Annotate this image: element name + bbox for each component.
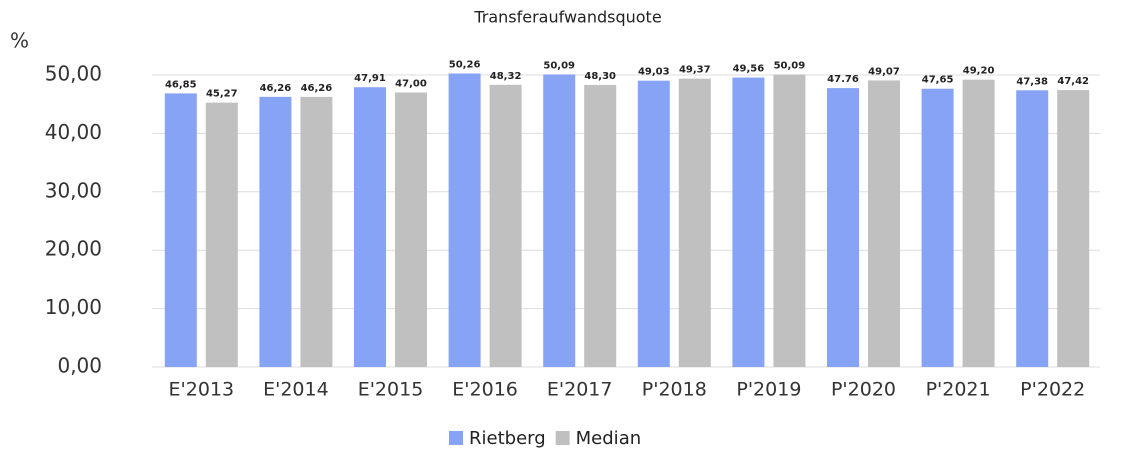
bar xyxy=(543,74,576,368)
bar xyxy=(300,96,333,367)
y-tick-label: 20,00 xyxy=(45,237,102,261)
x-tick-label: E'2014 xyxy=(263,379,329,401)
bar xyxy=(678,78,711,367)
bar xyxy=(962,79,995,367)
value-label: 47,42 xyxy=(1057,76,1089,87)
bar xyxy=(584,84,617,367)
bar xyxy=(1016,90,1049,368)
x-tick-label: E'2013 xyxy=(169,379,235,401)
value-label: 46,26 xyxy=(301,83,333,94)
x-tick-label: P'2021 xyxy=(926,379,991,401)
y-tick-label: 40,00 xyxy=(45,120,102,144)
bar xyxy=(395,92,427,368)
value-label: 49,07 xyxy=(868,66,900,77)
x-tick-label: P'2018 xyxy=(642,379,707,401)
y-tick-label: 0,00 xyxy=(57,354,102,378)
value-label: 47,91 xyxy=(354,73,386,84)
value-label: 50,09 xyxy=(543,60,575,71)
value-label: 47,65 xyxy=(922,75,954,86)
y-tick-label: 30,00 xyxy=(45,178,102,202)
chart-title: Transferaufwandsquote xyxy=(473,8,661,27)
bar xyxy=(868,80,900,367)
y-axis-label: % xyxy=(10,29,29,53)
value-label: 49,56 xyxy=(733,64,765,75)
x-tick-label: E'2016 xyxy=(452,379,518,401)
value-label: 50,09 xyxy=(774,60,806,71)
legend-swatch xyxy=(555,431,570,445)
legend-swatch xyxy=(449,431,463,445)
bar xyxy=(827,88,859,367)
value-label: 49,37 xyxy=(679,65,711,76)
bar xyxy=(259,96,292,367)
legend-label: Rietberg xyxy=(469,428,546,449)
value-label: 48,30 xyxy=(584,71,616,82)
value-label: 49,03 xyxy=(638,67,670,78)
legend-label: Median xyxy=(576,428,641,449)
bar xyxy=(489,84,522,367)
value-label: 46,85 xyxy=(165,79,197,90)
bar xyxy=(205,102,238,367)
value-label: 50,26 xyxy=(449,59,481,70)
bar xyxy=(637,80,670,368)
y-tick-label: 10,00 xyxy=(45,295,102,319)
value-label: 48,32 xyxy=(490,71,522,82)
bar xyxy=(773,74,806,368)
value-label: 47.76 xyxy=(827,74,859,85)
bar xyxy=(921,88,954,367)
bar xyxy=(164,93,197,368)
value-label: 46,26 xyxy=(260,83,292,94)
x-tick-label: E'2017 xyxy=(547,379,613,401)
bar xyxy=(732,77,765,367)
x-tick-label: E'2015 xyxy=(358,379,424,401)
value-label: 45,27 xyxy=(206,89,238,100)
value-label: 47,00 xyxy=(395,79,427,90)
x-tick-label: P'2020 xyxy=(831,379,896,401)
bar xyxy=(354,87,386,367)
x-tick-label: P'2019 xyxy=(736,379,801,401)
value-label: 49,20 xyxy=(963,66,995,77)
y-tick-label: 50,00 xyxy=(45,62,102,86)
bar xyxy=(448,73,481,367)
value-label: 47,38 xyxy=(1016,76,1048,87)
bar xyxy=(1057,90,1090,367)
x-tick-label: P'2022 xyxy=(1020,379,1085,401)
